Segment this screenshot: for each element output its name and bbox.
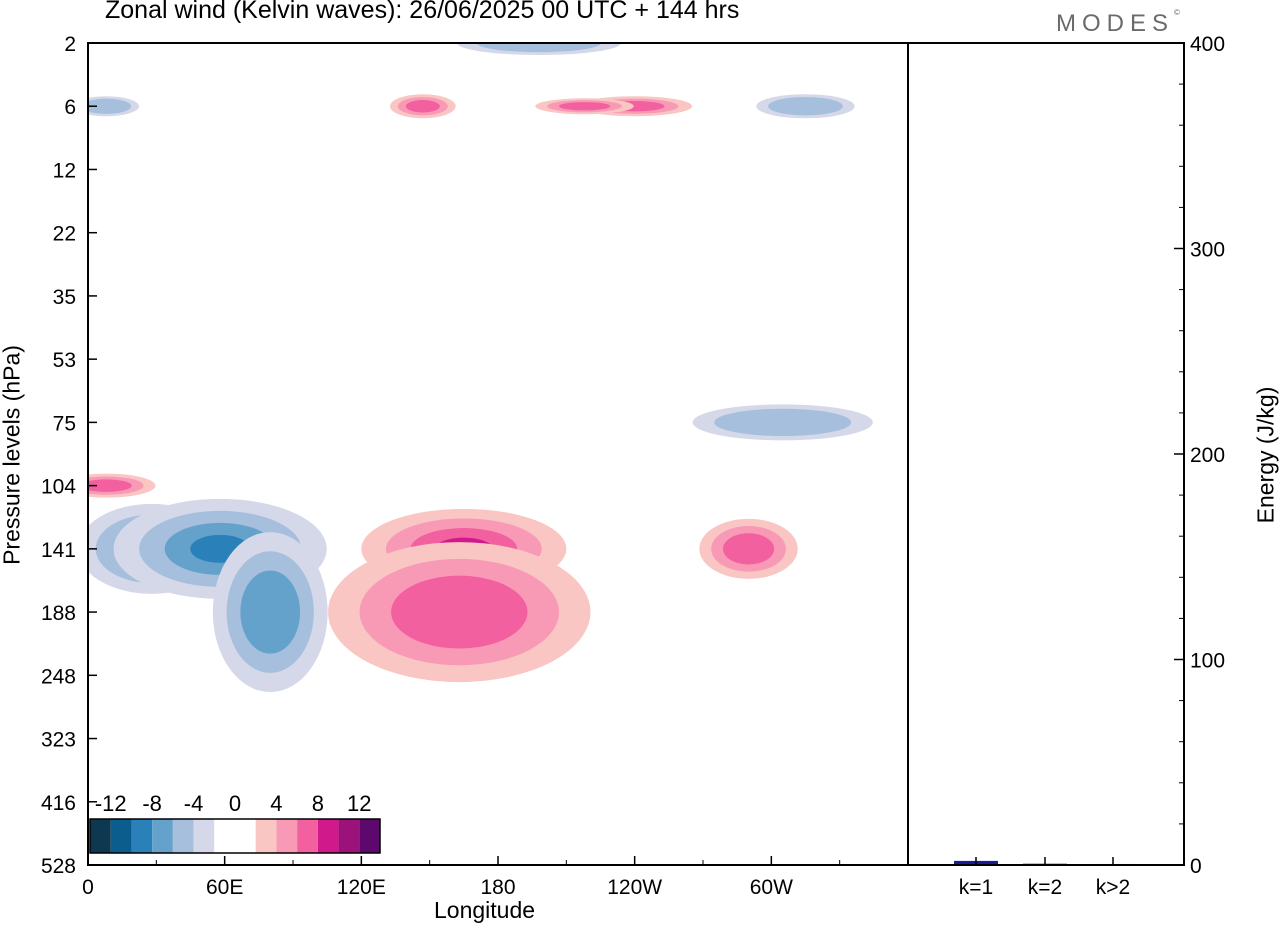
colorbar-label: 0 (229, 791, 241, 816)
energy-tick-label: 100 (1190, 650, 1225, 673)
title: Zonal wind (Kelvin waves): 26/06/2025 00… (105, 0, 740, 24)
y-tick-label: 323 (41, 729, 76, 752)
colorbar-label: 4 (270, 791, 282, 816)
heatmap-axes: 0 60E 120E 180 120W 60W 2 6 12 22 35 53 75 104 141 188 2… (41, 33, 909, 899)
wind-contour-9-2 (722, 533, 775, 565)
wind-contour-5-1 (88, 98, 132, 114)
colorbar-swatch (193, 819, 215, 853)
energy-tick-label: 200 (1190, 444, 1225, 467)
brand-text: MODES (1056, 10, 1175, 37)
energy-bar-axes: 0 100 200 300 400 k=1 k=2 k>2 (907, 33, 1225, 899)
energy-tick-label: 0 (1190, 855, 1202, 878)
x-tick-label: 120E (337, 876, 386, 899)
colorbar-swatch (110, 819, 132, 853)
brand-mark: © (1174, 8, 1180, 17)
y-tick-label: 141 (41, 539, 76, 562)
y-tick-label: 75 (53, 412, 76, 435)
bar-category-label: k=2 (1028, 876, 1062, 899)
energy-frame (907, 42, 1185, 866)
y-tick-label: 53 (53, 349, 76, 372)
colorbar-swatch (317, 819, 339, 853)
wind-contour-6-1 (476, 43, 602, 53)
y-tick-label: 104 (41, 476, 76, 499)
y-tick-label: 6 (64, 96, 76, 119)
x-tick-label: 180 (480, 876, 515, 899)
energy-axis-label: Energy (J/kg) (1252, 386, 1279, 524)
modes-logo: MODES© (1056, 8, 1180, 38)
x-axis-label: Longitude (434, 897, 536, 923)
colorbar-swatch (235, 819, 256, 853)
wind-contour-8-2 (391, 575, 528, 649)
colorbar-swatch (359, 819, 380, 853)
colorbar: -12 -8 -4 0 4 8 12 (89, 791, 381, 854)
colorbar-frame (89, 818, 381, 854)
energy-tick-label: 400 (1190, 33, 1225, 56)
colorbar-swatch (255, 819, 277, 853)
colorbar-label: 8 (312, 791, 324, 816)
colorbar-swatch (90, 819, 111, 853)
x-tick-label: 60E (206, 876, 243, 899)
y-axis-label: Pressure levels (hPa) (0, 345, 25, 565)
y-tick-label: 12 (53, 159, 76, 182)
x-tick-label: 0 (82, 876, 94, 899)
plot-background (88, 43, 908, 865)
y-tick-label: 528 (41, 855, 76, 878)
colorbar-swatch (276, 819, 298, 853)
y-tick-label: 2 (64, 33, 76, 56)
colorbar-swatch (131, 819, 153, 853)
colorbar-swatch (152, 819, 173, 853)
wind-contour-13-2 (405, 99, 440, 113)
wind-contour-3-1 (714, 408, 852, 437)
bar-category-label: k>2 (1096, 876, 1130, 899)
colorbar-swatch (172, 819, 194, 853)
colorbar-label: -12 (95, 791, 127, 816)
colorbar-swatch (338, 819, 360, 853)
y-tick-label: 416 (41, 792, 76, 815)
y-tick-label: 248 (41, 665, 76, 688)
wind-contour-12-2 (558, 102, 611, 111)
wind-contour-10-2 (88, 479, 132, 492)
wind-contour-4-1 (768, 97, 843, 116)
bar-category-label: k=1 (959, 876, 993, 899)
x-tick-label: 120W (607, 876, 662, 899)
energy-tick-label: 300 (1190, 239, 1225, 262)
colorbar-label: -4 (184, 791, 204, 816)
wind-contour-2-2 (240, 570, 301, 654)
x-tick-label: 60W (750, 876, 793, 899)
colorbar-swatch (214, 819, 235, 853)
y-tick-label: 35 (53, 286, 76, 309)
colorbar-label: 12 (347, 791, 371, 816)
y-tick-label: 188 (41, 602, 76, 625)
colorbar-label: -8 (142, 791, 162, 816)
colorbar-swatch (297, 819, 318, 853)
y-tick-label: 22 (53, 223, 76, 246)
heatmap-field (88, 43, 908, 865)
